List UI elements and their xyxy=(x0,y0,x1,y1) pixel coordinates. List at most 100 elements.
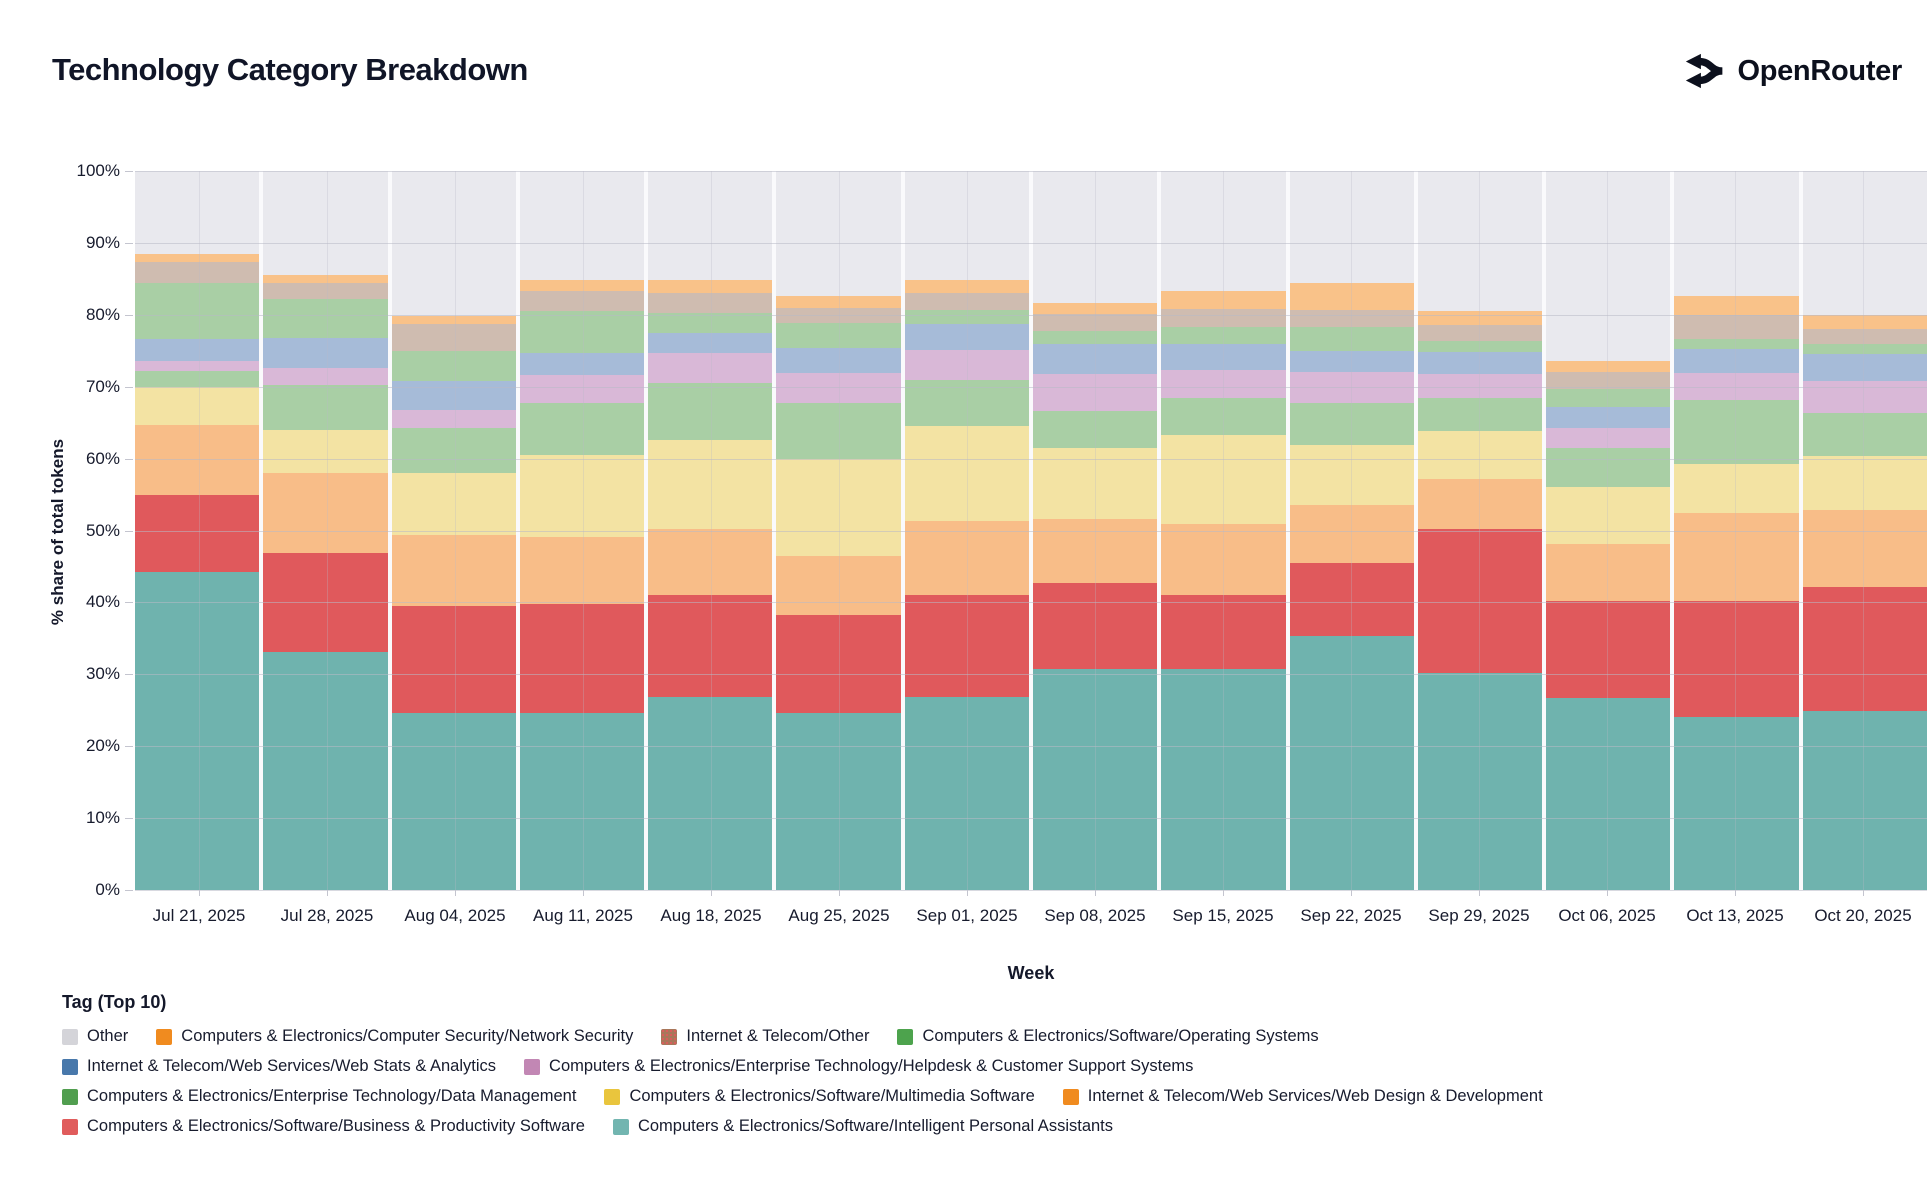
segment-other[interactable] xyxy=(1161,171,1286,292)
segment-other[interactable] xyxy=(1032,171,1158,303)
segment-operating-systems[interactable] xyxy=(1802,344,1927,355)
segment-network-security[interactable] xyxy=(1032,302,1158,315)
segment-helpdesk-customer-support[interactable] xyxy=(904,350,1029,381)
segment-helpdesk-customer-support[interactable] xyxy=(1802,381,1927,413)
segment-network-security[interactable] xyxy=(135,253,260,263)
segment-operating-systems[interactable] xyxy=(1032,331,1158,344)
segment-multimedia-software[interactable] xyxy=(648,439,773,530)
segment-multimedia-software[interactable] xyxy=(1546,486,1671,545)
segment-intelligent-personal-assistants[interactable] xyxy=(391,713,516,890)
segment-web-stats-analytics[interactable] xyxy=(1802,354,1927,382)
segment-business-productivity-software[interactable] xyxy=(135,495,260,573)
segment-helpdesk-customer-support[interactable] xyxy=(776,373,901,404)
legend-item-intelligent-personal-assistants[interactable]: Computers & Electronics/Software/Intelli… xyxy=(612,1117,1113,1136)
segment-network-security[interactable] xyxy=(776,296,901,308)
segment-business-productivity-software[interactable] xyxy=(904,594,1029,697)
segment-operating-systems[interactable] xyxy=(1417,340,1543,352)
segment-helpdesk-customer-support[interactable] xyxy=(1417,373,1543,398)
segment-network-security[interactable] xyxy=(904,280,1029,294)
segment-helpdesk-customer-support[interactable] xyxy=(1161,369,1286,398)
segment-multimedia-software[interactable] xyxy=(1289,444,1414,505)
segment-helpdesk-customer-support[interactable] xyxy=(1032,373,1158,412)
segment-web-stats-analytics[interactable] xyxy=(1289,350,1414,372)
segment-network-security[interactable] xyxy=(519,280,645,292)
segment-web-stats-analytics[interactable] xyxy=(263,337,388,369)
segment-operating-systems[interactable] xyxy=(391,350,516,382)
segment-intelligent-personal-assistants[interactable] xyxy=(1032,668,1158,890)
segment-business-productivity-software[interactable] xyxy=(519,603,645,714)
bar-sep-01-2025[interactable] xyxy=(904,171,1029,890)
segment-intelligent-personal-assistants[interactable] xyxy=(1161,668,1286,890)
bar-sep-15-2025[interactable] xyxy=(1161,171,1286,890)
segment-multimedia-software[interactable] xyxy=(519,455,645,537)
segment-web-design-development[interactable] xyxy=(1289,504,1414,563)
legend-item-data-management[interactable]: Computers & Electronics/Enterprise Techn… xyxy=(62,1087,576,1106)
segment-web-design-development[interactable] xyxy=(1546,544,1671,601)
segment-intelligent-personal-assistants[interactable] xyxy=(1674,717,1799,890)
segment-network-security[interactable] xyxy=(1674,296,1799,315)
segment-multimedia-software[interactable] xyxy=(904,426,1029,522)
segment-internet-telecom-other[interactable] xyxy=(135,262,260,283)
segment-web-design-development[interactable] xyxy=(1032,519,1158,584)
segment-operating-systems[interactable] xyxy=(904,309,1029,325)
segment-data-management[interactable] xyxy=(391,428,516,474)
bar-aug-25-2025[interactable] xyxy=(776,171,901,890)
segment-operating-systems[interactable] xyxy=(1289,327,1414,351)
segment-network-security[interactable] xyxy=(391,315,516,325)
segment-internet-telecom-other[interactable] xyxy=(1161,309,1286,328)
segment-other[interactable] xyxy=(1674,171,1799,297)
segment-intelligent-personal-assistants[interactable] xyxy=(648,696,773,890)
segment-multimedia-software[interactable] xyxy=(1032,447,1158,520)
segment-web-design-development[interactable] xyxy=(135,424,260,496)
segment-helpdesk-customer-support[interactable] xyxy=(135,360,260,371)
segment-data-management[interactable] xyxy=(776,403,901,459)
segment-web-stats-analytics[interactable] xyxy=(904,324,1029,351)
segment-multimedia-software[interactable] xyxy=(776,458,901,557)
bar-sep-22-2025[interactable] xyxy=(1289,171,1414,890)
segment-operating-systems[interactable] xyxy=(648,313,773,333)
segment-web-stats-analytics[interactable] xyxy=(1674,348,1799,374)
segment-business-productivity-software[interactable] xyxy=(776,615,901,714)
segment-internet-telecom-other[interactable] xyxy=(1546,371,1671,389)
segment-internet-telecom-other[interactable] xyxy=(1289,309,1414,328)
segment-intelligent-personal-assistants[interactable] xyxy=(1289,636,1414,890)
segment-business-productivity-software[interactable] xyxy=(391,606,516,714)
segment-web-design-development[interactable] xyxy=(904,521,1029,595)
segment-operating-systems[interactable] xyxy=(1161,327,1286,344)
segment-helpdesk-customer-support[interactable] xyxy=(648,352,773,384)
legend-item-other[interactable]: Other xyxy=(62,1027,128,1046)
bar-oct-13-2025[interactable] xyxy=(1674,171,1799,890)
segment-web-design-development[interactable] xyxy=(519,537,645,604)
segment-operating-systems[interactable] xyxy=(135,282,260,340)
legend-item-business-productivity-software[interactable]: Computers & Electronics/Software/Busines… xyxy=(62,1117,585,1136)
segment-web-stats-analytics[interactable] xyxy=(648,332,773,353)
legend-item-multimedia-software[interactable]: Computers & Electronics/Software/Multime… xyxy=(604,1087,1035,1106)
segment-web-design-development[interactable] xyxy=(648,529,773,595)
segment-operating-systems[interactable] xyxy=(519,311,645,353)
bar-aug-18-2025[interactable] xyxy=(648,171,773,890)
segment-data-management[interactable] xyxy=(1032,411,1158,448)
bar-sep-08-2025[interactable] xyxy=(1032,171,1158,890)
segment-internet-telecom-other[interactable] xyxy=(776,307,901,324)
segment-network-security[interactable] xyxy=(1289,282,1414,310)
legend-item-operating-systems[interactable]: Computers & Electronics/Software/Operati… xyxy=(897,1027,1319,1046)
segment-web-design-development[interactable] xyxy=(1802,510,1927,587)
segment-data-management[interactable] xyxy=(1161,397,1286,435)
segment-other[interactable] xyxy=(904,171,1029,281)
legend-item-internet-telecom-other[interactable]: Internet & Telecom/Other xyxy=(661,1027,869,1046)
segment-other[interactable] xyxy=(263,171,388,275)
segment-network-security[interactable] xyxy=(263,274,388,283)
segment-data-management[interactable] xyxy=(263,384,388,430)
segment-internet-telecom-other[interactable] xyxy=(1032,314,1158,332)
segment-network-security[interactable] xyxy=(648,280,773,293)
segment-business-productivity-software[interactable] xyxy=(263,552,388,653)
legend-item-helpdesk-customer-support[interactable]: Computers & Electronics/Enterprise Techn… xyxy=(524,1057,1193,1076)
bar-aug-04-2025[interactable] xyxy=(391,171,516,890)
segment-data-management[interactable] xyxy=(519,403,645,456)
segment-intelligent-personal-assistants[interactable] xyxy=(1802,710,1927,890)
segment-multimedia-software[interactable] xyxy=(263,429,388,473)
segment-web-stats-analytics[interactable] xyxy=(1161,343,1286,370)
segment-other[interactable] xyxy=(519,171,645,281)
segment-intelligent-personal-assistants[interactable] xyxy=(263,652,388,890)
segment-other[interactable] xyxy=(391,171,516,316)
